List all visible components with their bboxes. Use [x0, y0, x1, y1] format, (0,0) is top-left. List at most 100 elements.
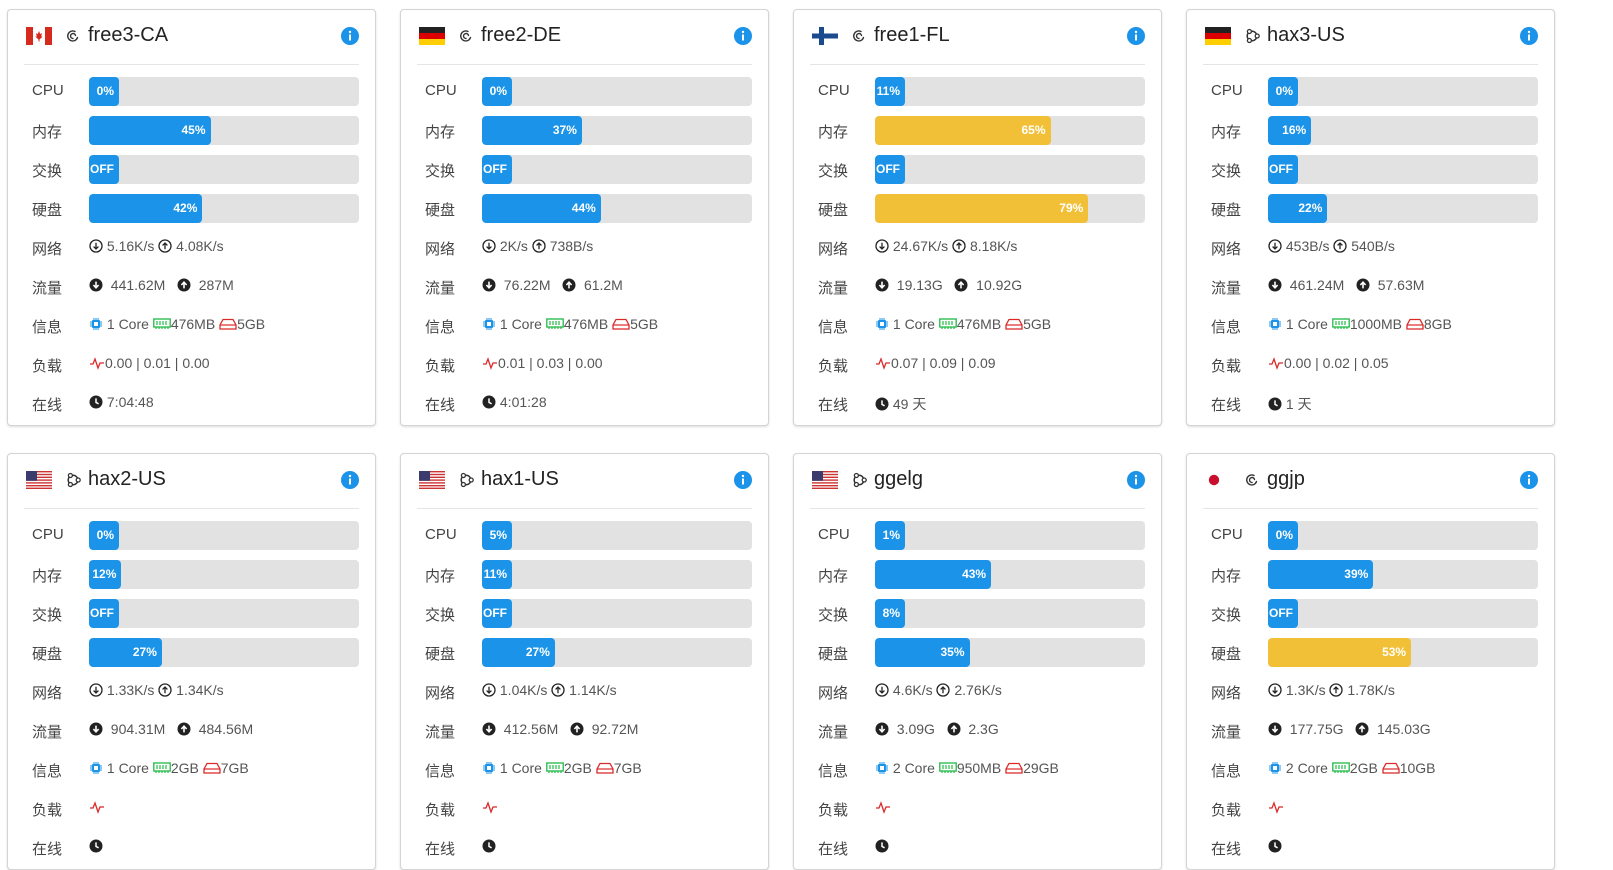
upload-icon: [551, 682, 565, 698]
info-icon[interactable]: [341, 27, 359, 45]
swap-row: 交换 OFF: [24, 154, 359, 185]
japan-flag: [1205, 471, 1231, 489]
ram-icon: [1331, 316, 1350, 332]
debian-icon: [64, 27, 82, 45]
mem-fill: 43%: [875, 560, 992, 589]
load-row: 负载 0.07 | 0.09 | 0.09: [810, 349, 1145, 380]
info-icon[interactable]: [734, 471, 752, 489]
ubuntu-icon: [457, 471, 475, 489]
info-row: 信息 1 Core 2GB 7GB: [417, 754, 752, 785]
card-header: ggjp: [1203, 454, 1538, 509]
disk-row: 硬盘 53%: [1203, 637, 1538, 668]
info-icon[interactable]: [1127, 27, 1145, 45]
load-label: 负载: [1211, 358, 1242, 375]
mem-fill: 11%: [482, 560, 512, 589]
info-row: 信息 2 Core 950MB 29GB: [810, 754, 1145, 785]
mem-row: 内存 43%: [810, 559, 1145, 590]
hdd-icon: [1005, 316, 1023, 332]
finland-flag: [812, 27, 838, 45]
cpu-fill: 11%: [875, 77, 905, 106]
cpu-label: CPU: [32, 82, 64, 99]
ram-size: 2GB: [170, 760, 199, 776]
mem-row: 内存 11%: [417, 559, 752, 590]
load-value: [1268, 799, 1284, 815]
card-header: free1-FL: [810, 10, 1145, 65]
disk-progress-bar: 27%: [482, 638, 752, 667]
core-count: 2 Core: [1285, 760, 1328, 776]
info-row: 信息 1 Core 476MB 5GB: [417, 310, 752, 341]
traffic-value: 3.09G 2.3G: [875, 721, 999, 737]
clock-icon: [875, 838, 889, 854]
mem-label: 内存: [1211, 568, 1242, 585]
net-up: 2.76K/s: [954, 682, 1002, 698]
disk-row: 硬盘 35%: [810, 637, 1145, 668]
disk-progress-bar: 42%: [89, 194, 359, 223]
info-row: 信息 2 Core 2GB 10GB: [1203, 754, 1538, 785]
disk-row: 硬盘 27%: [24, 637, 359, 668]
ram-icon: [545, 316, 564, 332]
traffic-down: 19.13G: [896, 277, 943, 293]
net-up: 8.18K/s: [969, 238, 1018, 254]
upload-icon: [177, 721, 191, 737]
cpu-fill: 0%: [89, 77, 119, 106]
disk-size: 29GB: [1023, 760, 1059, 776]
ram-icon: [1331, 760, 1350, 776]
uptime-value: [89, 838, 103, 854]
download-icon: [482, 277, 496, 293]
info-icon[interactable]: [1520, 471, 1538, 489]
traffic-label: 流量: [32, 280, 63, 297]
ram-size: 950MB: [956, 760, 1002, 776]
upload-icon: [952, 238, 966, 254]
disk-progress-bar: 79%: [875, 194, 1145, 223]
cpu-chip-icon: [875, 760, 889, 776]
download-icon: [1268, 277, 1282, 293]
load-row: 负载: [24, 793, 359, 824]
disk-size: 5GB: [630, 316, 659, 332]
swap-fill: OFF: [482, 599, 512, 628]
download-icon: [1268, 721, 1282, 737]
disk-label: 硬盘: [425, 646, 456, 663]
hdd-icon: [612, 316, 630, 332]
uptime-label: 在线: [818, 397, 849, 414]
info-label: 信息: [425, 319, 456, 336]
info-icon[interactable]: [341, 471, 359, 489]
info-value: 1 Core 476MB 5GB: [89, 316, 265, 332]
hdd-icon: [219, 316, 237, 332]
info-icon[interactable]: [1127, 471, 1145, 489]
traffic-down: 177.75G: [1289, 721, 1344, 737]
canada-flag: [26, 27, 52, 45]
ram-icon: [938, 316, 957, 332]
card-header: ggelg: [810, 454, 1145, 509]
traffic-label: 流量: [818, 280, 849, 297]
clock-icon: [89, 394, 103, 410]
server-card: hax2-US CPU 0% 内存 12% 交换 OFF 硬盘 27% 网络 1.33K/s 1.…: [7, 453, 376, 870]
info-icon[interactable]: [1520, 27, 1538, 45]
uptime-row: 在线 7:04:48: [24, 388, 359, 419]
cpu-chip-icon: [482, 316, 496, 332]
traffic-row: 流量 19.13G 10.92G: [810, 271, 1145, 302]
server-name: hax3-US: [1267, 24, 1345, 46]
load-label: 负载: [425, 802, 456, 819]
load-row: 负载 0.00 | 0.01 | 0.00: [24, 349, 359, 380]
mem-progress-bar: 39%: [1268, 560, 1538, 589]
load-value: [89, 799, 105, 815]
mem-label: 内存: [32, 568, 63, 585]
download-icon: [482, 238, 496, 254]
usa-flag: [812, 471, 838, 489]
download-icon: [89, 277, 103, 293]
net-label: 网络: [1211, 685, 1242, 702]
cpu-fill: 1%: [875, 521, 905, 550]
disk-size: 5GB: [237, 316, 266, 332]
server-card: free3-CA CPU 0% 内存 45% 交换 OFF 硬盘 42% 网络 5.16K/s 4…: [7, 9, 376, 426]
net-value: 1.04K/s 1.14K/s: [482, 682, 617, 698]
info-label: 信息: [818, 319, 849, 336]
server-card: hax1-US CPU 5% 内存 11% 交换 OFF 硬盘 27% 网络 1.04K/s 1.…: [400, 453, 769, 870]
net-down: 4.6K/s: [892, 682, 933, 698]
disk-size: 7GB: [613, 760, 642, 776]
disk-label: 硬盘: [32, 202, 63, 219]
disk-fill: 27%: [89, 638, 162, 667]
info-label: 信息: [1211, 763, 1242, 780]
upload-icon: [1356, 277, 1370, 293]
server-name: ggelg: [874, 468, 923, 490]
info-icon[interactable]: [734, 27, 752, 45]
